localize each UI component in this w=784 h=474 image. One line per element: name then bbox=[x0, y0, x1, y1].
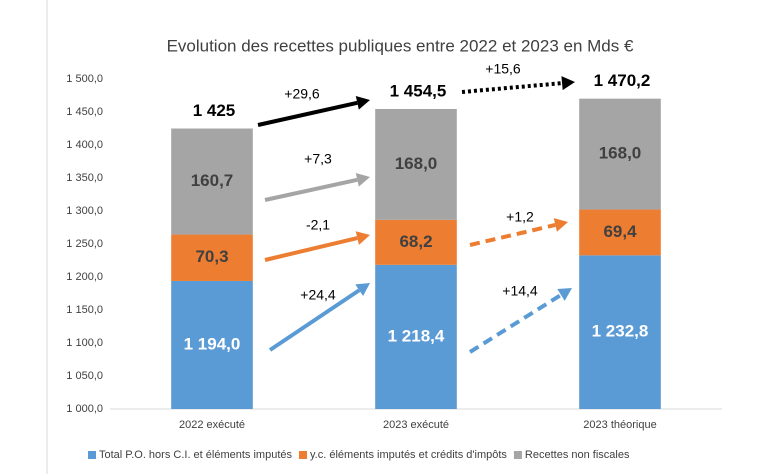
legend-swatch bbox=[88, 451, 96, 459]
bar-segment bbox=[375, 264, 457, 409]
value-label: 1 218,4 bbox=[388, 326, 445, 345]
x-tick-label: 2022 exécuté bbox=[179, 419, 245, 431]
arrow-head bbox=[557, 288, 572, 301]
bar-segment bbox=[375, 219, 457, 265]
y-tick-label: 1 000,0 bbox=[66, 403, 103, 415]
arrow-head bbox=[355, 231, 370, 245]
arrow-shaft bbox=[257, 100, 358, 127]
change-label: +15,6 bbox=[485, 61, 521, 77]
value-label: 160,7 bbox=[191, 171, 234, 190]
value-label: 68,2 bbox=[399, 232, 432, 251]
total-label: 1 454,5 bbox=[390, 82, 447, 101]
legend-swatch bbox=[299, 451, 307, 459]
y-tick-label: 1 250,0 bbox=[66, 238, 103, 250]
x-tick-label: 2023 théorique bbox=[583, 419, 656, 431]
change-label: +29,6 bbox=[284, 86, 320, 102]
x-tick-label: 2023 exécuté bbox=[383, 419, 449, 431]
y-tick-label: 1 300,0 bbox=[66, 205, 103, 217]
value-label: 168,0 bbox=[395, 154, 438, 173]
bar-segment bbox=[579, 255, 661, 409]
y-tick-label: 1 150,0 bbox=[66, 304, 103, 316]
arrow-head bbox=[553, 218, 568, 232]
value-label: 1 232,8 bbox=[592, 322, 649, 341]
total-label: 1 425 bbox=[193, 101, 236, 120]
arrow-head bbox=[561, 76, 575, 91]
arrow-shaft bbox=[469, 223, 556, 247]
legend-swatch bbox=[513, 451, 522, 459]
arrow-shaft bbox=[264, 177, 358, 202]
change-arrow bbox=[257, 96, 370, 127]
change-label: +14,4 bbox=[502, 283, 538, 299]
bar-segment bbox=[579, 98, 661, 210]
arrow-shaft bbox=[461, 81, 563, 94]
bar-segment bbox=[171, 280, 253, 409]
bar-segment bbox=[375, 108, 457, 220]
total-label: 1 470,2 bbox=[594, 71, 651, 90]
y-tick-label: 1 400,0 bbox=[66, 139, 103, 151]
change-label: +1,2 bbox=[506, 209, 534, 225]
change-label: -2,1 bbox=[306, 217, 330, 233]
change-label: +7,3 bbox=[304, 151, 332, 167]
y-tick-label: 1 050,0 bbox=[66, 370, 103, 382]
value-label: 69,4 bbox=[603, 222, 637, 241]
bar-segment bbox=[171, 128, 253, 235]
legend-label: Total P.O. hors C.I. et éléments imputés bbox=[99, 449, 292, 461]
legend-label: Recettes non fiscales bbox=[525, 449, 630, 461]
value-label: 1 194,0 bbox=[184, 334, 241, 353]
arrow-shaft bbox=[268, 288, 361, 352]
chart-title: Evolution des recettes publiques entre 2… bbox=[167, 36, 634, 55]
y-tick-label: 1 450,0 bbox=[66, 106, 103, 118]
arrow-head bbox=[355, 283, 370, 297]
change-label: +24,4 bbox=[300, 287, 336, 303]
change-arrow bbox=[468, 288, 572, 354]
arrow-head bbox=[355, 172, 370, 187]
arrow-head bbox=[355, 96, 370, 110]
y-tick-label: 1 500,0 bbox=[66, 73, 103, 85]
bar-segment bbox=[171, 234, 253, 281]
arrow-shaft bbox=[468, 293, 563, 354]
y-tick-label: 1 350,0 bbox=[66, 172, 103, 184]
change-arrow bbox=[268, 283, 370, 352]
change-arrow bbox=[461, 76, 575, 94]
change-arrow bbox=[264, 231, 370, 262]
y-tick-label: 1 100,0 bbox=[66, 337, 103, 349]
legend-label: y.c. éléments imputés et crédits d'impôt… bbox=[310, 449, 507, 461]
change-arrow bbox=[469, 218, 568, 247]
y-tick-label: 1 200,0 bbox=[66, 271, 103, 283]
value-label: 168,0 bbox=[599, 144, 642, 163]
bar-segment bbox=[579, 209, 661, 256]
change-arrow bbox=[264, 172, 370, 202]
value-label: 70,3 bbox=[195, 247, 228, 266]
arrow-shaft bbox=[264, 236, 358, 262]
